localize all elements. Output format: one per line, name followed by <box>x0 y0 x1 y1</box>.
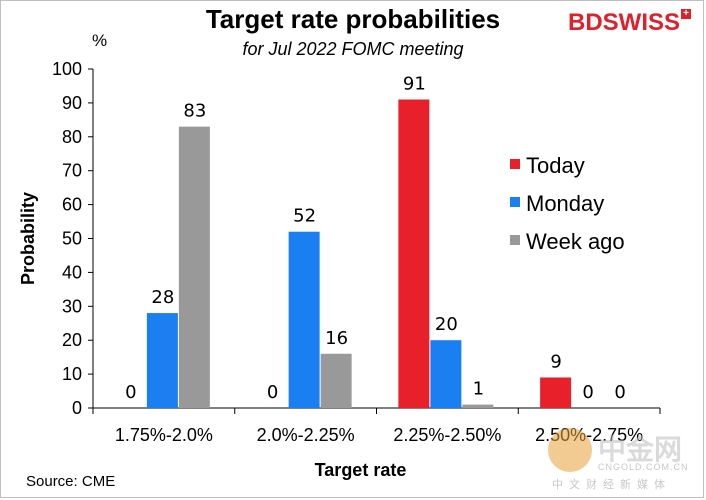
bar-2-2 <box>462 404 494 408</box>
y-tick-label-70: 70 <box>62 161 82 181</box>
y-tick-label-80: 80 <box>62 127 82 147</box>
y-tick-label-10: 10 <box>62 364 82 384</box>
watermark: 中金网 CNGOLD.COM.CN 中文财经新媒体 <box>548 428 698 494</box>
data-label-3-2: 0 <box>614 382 625 403</box>
y-axis-unit: % <box>92 31 108 50</box>
y-tick-label-50: 50 <box>62 229 82 249</box>
x-tick-label-0: 1.75%-2.0% <box>115 425 213 445</box>
chart-title: Target rate probabilities <box>205 4 501 34</box>
chart-subtitle: for Jul 2022 FOMC meeting <box>242 39 464 59</box>
bar-1-1 <box>288 231 320 408</box>
brand-logo-cross-icon: + <box>681 9 692 19</box>
bar-2-0 <box>398 99 430 408</box>
data-label-1-0: 0 <box>267 382 278 403</box>
watermark-sub2: 中文财经新媒体 <box>552 479 671 491</box>
data-label-2-0: 91 <box>403 74 426 95</box>
data-label-0-1: 28 <box>151 287 174 308</box>
data-label-2-1: 20 <box>435 314 458 335</box>
legend-swatch-0 <box>510 159 520 169</box>
y-axis-title: Probability <box>18 192 38 285</box>
bar-0-2 <box>178 126 210 408</box>
y-tick-label-90: 90 <box>62 93 82 113</box>
bar-3-0 <box>540 377 572 408</box>
y-tick-label-40: 40 <box>62 262 82 282</box>
y-tick-label-0: 0 <box>72 398 82 418</box>
data-label-0-2: 83 <box>183 101 206 122</box>
watermark-sub: CNGOLD.COM.CN <box>598 462 689 472</box>
data-label-3-1: 0 <box>582 382 593 403</box>
bar-2-1 <box>430 340 462 408</box>
x-tick-label-2: 2.25%-2.50% <box>393 425 501 445</box>
y-tick-label-100: 100 <box>52 59 82 79</box>
legend-swatch-1 <box>510 197 520 207</box>
data-label-2-2: 1 <box>473 379 484 400</box>
y-tick-label-60: 60 <box>62 195 82 215</box>
y-tick-label-20: 20 <box>62 330 82 350</box>
brand-logo: BDSWISS + <box>568 9 692 37</box>
source-note: Source: CME <box>26 473 116 490</box>
legend-swatch-2 <box>510 235 520 245</box>
bar-0-1 <box>146 313 178 408</box>
data-label-3-0: 9 <box>550 351 561 372</box>
legend-label-0: Today <box>526 153 585 178</box>
x-axis-title: Target rate <box>315 460 407 480</box>
legend-label-1: Monday <box>526 191 604 216</box>
data-label-1-2: 16 <box>325 328 348 349</box>
y-tick-label-30: 30 <box>62 296 82 316</box>
brand-logo-text: BDSWISS <box>568 9 681 36</box>
data-label-1-1: 52 <box>293 206 316 227</box>
legend-label-2: Week ago <box>526 229 625 254</box>
data-label-0-0: 0 <box>125 382 136 403</box>
watermark-coin-icon <box>548 428 592 472</box>
x-tick-label-1: 2.0%-2.25% <box>257 425 355 445</box>
watermark-text: 中金网 <box>598 434 683 465</box>
bar-1-2 <box>320 353 352 408</box>
